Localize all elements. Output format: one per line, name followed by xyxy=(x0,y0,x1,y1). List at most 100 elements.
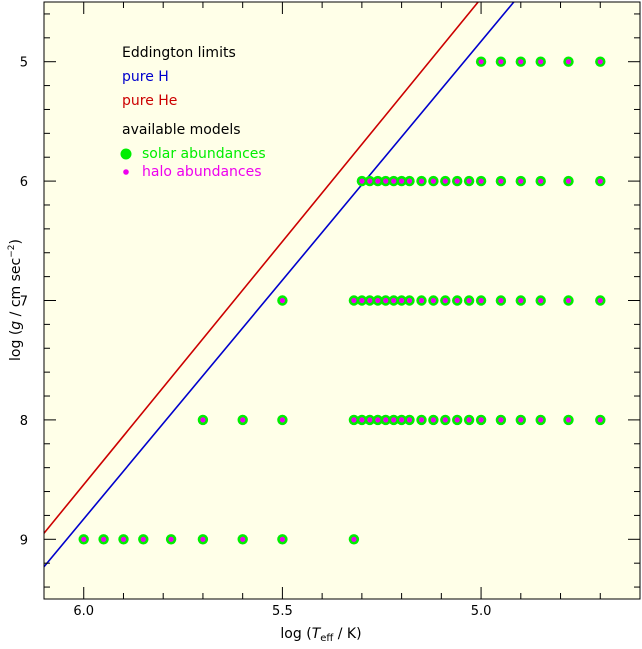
halo-model-point xyxy=(406,178,413,184)
halo-model-point xyxy=(375,417,381,423)
halo-model-point xyxy=(466,417,472,423)
halo-model-point xyxy=(359,178,365,184)
halo-model-point xyxy=(518,59,524,65)
eddington-line-pure-he xyxy=(44,2,480,535)
halo-model-point xyxy=(406,297,413,304)
legend-available-label: available models xyxy=(122,122,241,138)
legend-solar-label: solar abundances xyxy=(142,146,266,162)
y-axis-title-pre: log ( xyxy=(8,330,24,361)
halo-model-point xyxy=(538,297,544,304)
halo-model-point xyxy=(442,178,448,184)
y-axis-title-mid: / cm sec xyxy=(8,258,24,321)
halo-model-point xyxy=(101,536,107,542)
halo-model-point xyxy=(391,417,397,423)
halo-model-point xyxy=(81,536,87,542)
halo-model-point xyxy=(406,417,413,423)
halo-model-point xyxy=(240,536,246,542)
halo-model-point xyxy=(466,178,472,184)
y-tick-label: 6 xyxy=(20,175,28,190)
halo-model-point xyxy=(498,178,504,184)
halo-model-point xyxy=(430,297,436,304)
y-axis-title: log (g / cm sec−2) xyxy=(7,239,24,361)
y-tick-label: 9 xyxy=(20,533,28,548)
y-axis-title-superscript: −2 xyxy=(7,245,17,258)
halo-model-point xyxy=(518,297,524,304)
x-axis-title-pre: log ( xyxy=(280,626,311,642)
halo-model-point xyxy=(418,297,425,304)
halo-model-point xyxy=(538,178,544,184)
halo-model-point xyxy=(383,297,389,304)
halo-model-point xyxy=(565,178,572,184)
halo-model-point xyxy=(538,417,544,423)
halo-model-point xyxy=(597,178,603,184)
halo-model-point xyxy=(359,417,365,423)
y-axis-title-symbol: g xyxy=(8,321,24,330)
legend-pure-h-label: pure H xyxy=(122,69,169,85)
halo-model-point xyxy=(279,536,285,542)
halo-model-point xyxy=(120,536,127,542)
halo-model-point xyxy=(391,297,397,304)
halo-model-point xyxy=(168,536,174,542)
y-axis-title-post: ) xyxy=(8,239,24,244)
y-tick-label: 5 xyxy=(20,56,28,71)
eddington-lines-layer xyxy=(44,2,515,568)
legend-halo-marker xyxy=(123,169,129,175)
halo-model-point xyxy=(200,536,206,542)
halo-model-point xyxy=(399,178,405,184)
model-points-layer xyxy=(78,56,606,545)
halo-model-point xyxy=(478,59,484,65)
halo-model-point xyxy=(538,59,544,65)
halo-model-point xyxy=(478,178,484,184)
halo-model-point xyxy=(565,59,572,65)
x-axis-title-post: / K) xyxy=(333,626,361,642)
halo-model-point xyxy=(454,297,460,304)
legend-halo-label: halo abundances xyxy=(142,164,262,180)
halo-model-point xyxy=(351,536,357,542)
halo-model-point xyxy=(418,417,425,423)
y-tick-label: 8 xyxy=(20,414,28,429)
plot-background xyxy=(44,2,640,599)
halo-model-point xyxy=(279,417,285,423)
legend-solar-marker xyxy=(120,148,132,160)
halo-model-point xyxy=(565,297,572,304)
halo-model-point xyxy=(442,417,448,423)
halo-model-point xyxy=(351,417,357,423)
halo-model-point xyxy=(565,417,572,423)
halo-model-point xyxy=(351,297,357,304)
halo-model-point xyxy=(597,417,603,423)
halo-model-point xyxy=(367,417,373,423)
legend-eddington-label: Eddington limits xyxy=(122,45,236,61)
y-tick-label: 7 xyxy=(20,295,28,310)
halo-model-point xyxy=(498,59,504,65)
halo-model-point xyxy=(498,417,504,423)
halo-model-point xyxy=(418,178,425,184)
halo-model-point xyxy=(279,297,285,304)
halo-model-point xyxy=(478,417,484,423)
halo-model-point xyxy=(391,178,397,184)
halo-model-point xyxy=(240,417,246,423)
halo-model-point xyxy=(399,417,405,423)
halo-model-point xyxy=(478,297,484,304)
halo-model-point xyxy=(375,297,381,304)
x-tick-label: 6.0 xyxy=(73,604,94,619)
halo-model-point xyxy=(454,178,460,184)
halo-model-point xyxy=(597,297,603,304)
halo-model-point xyxy=(367,297,373,304)
halo-model-point xyxy=(383,178,389,184)
halo-model-point xyxy=(375,178,381,184)
halo-model-point xyxy=(466,297,472,304)
x-axis-title-symbol: T xyxy=(312,626,322,642)
halo-model-point xyxy=(597,59,603,65)
x-tick-label: 5.0 xyxy=(471,604,492,619)
halo-model-point xyxy=(442,297,448,304)
x-axis-title-subscript: eff xyxy=(320,633,334,644)
halo-model-point xyxy=(140,536,146,542)
halo-model-point xyxy=(454,417,460,423)
axis-ticks-layer: 6.0 5.5 5.0 5 6 7 8 9 xyxy=(20,2,641,619)
halo-model-point xyxy=(430,178,436,184)
x-tick-label: 5.5 xyxy=(272,604,293,619)
legend-pure-he-label: pure He xyxy=(122,93,177,109)
halo-model-point xyxy=(498,297,504,304)
